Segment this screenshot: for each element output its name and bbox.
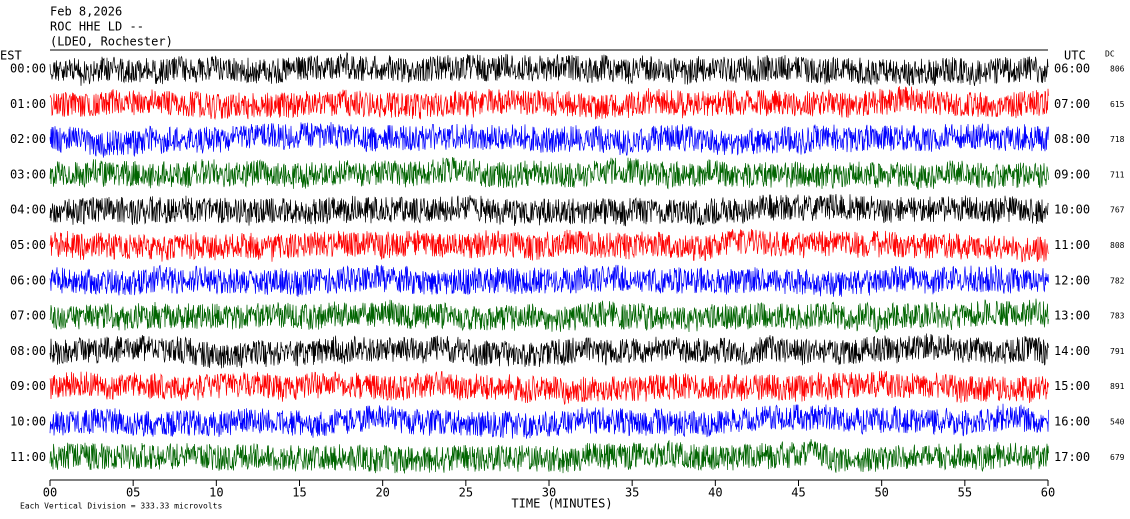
dc-value: 679 bbox=[1110, 453, 1125, 462]
x-tick-label: 45 bbox=[791, 486, 805, 500]
trace bbox=[49, 122, 1049, 158]
x-tick-label: 60 bbox=[1041, 486, 1055, 500]
est-label: 01:00 bbox=[10, 97, 46, 111]
trace bbox=[49, 228, 1049, 263]
utc-label: 14:00 bbox=[1054, 344, 1090, 358]
dc-value: 540 bbox=[1110, 418, 1125, 427]
trace bbox=[49, 333, 1049, 369]
trace bbox=[49, 403, 1049, 439]
est-label: 10:00 bbox=[10, 415, 46, 429]
x-tick-label: 25 bbox=[459, 486, 473, 500]
utc-label: 06:00 bbox=[1054, 62, 1090, 76]
est-label: 00:00 bbox=[10, 62, 46, 76]
left-axis-label: EST bbox=[0, 49, 22, 63]
trace bbox=[49, 264, 1049, 297]
trace bbox=[49, 194, 1049, 227]
est-label: 02:00 bbox=[10, 132, 46, 146]
dc-value: 806 bbox=[1110, 65, 1125, 74]
utc-label: 09:00 bbox=[1054, 167, 1090, 181]
x-tick-label: 05 bbox=[126, 486, 140, 500]
x-tick-label: 15 bbox=[292, 486, 306, 500]
est-label: 09:00 bbox=[10, 379, 46, 393]
x-tick-label: 55 bbox=[958, 486, 972, 500]
x-axis-label: TIME (MINUTES) bbox=[511, 497, 612, 511]
dc-value: 767 bbox=[1110, 206, 1125, 215]
dc-value: 783 bbox=[1110, 312, 1125, 321]
x-tick-label: 35 bbox=[625, 486, 639, 500]
dc-value: 615 bbox=[1110, 100, 1125, 109]
x-tick-label: 30 bbox=[542, 486, 556, 500]
utc-label: 07:00 bbox=[1054, 97, 1090, 111]
x-tick-label: 20 bbox=[375, 486, 389, 500]
est-label: 05:00 bbox=[10, 238, 46, 252]
trace bbox=[49, 51, 1049, 87]
utc-label: 17:00 bbox=[1054, 450, 1090, 464]
trace bbox=[49, 157, 1049, 190]
date: Feb 8,2026 bbox=[50, 5, 122, 19]
utc-label: 16:00 bbox=[1054, 415, 1090, 429]
trace bbox=[49, 370, 1049, 406]
utc-label: 12:00 bbox=[1054, 273, 1090, 287]
est-label: 07:00 bbox=[10, 309, 46, 323]
dc-label: DC bbox=[1105, 50, 1115, 59]
utc-label: 15:00 bbox=[1054, 379, 1090, 393]
dc-value: 718 bbox=[1110, 135, 1125, 144]
dc-value: 782 bbox=[1110, 276, 1125, 285]
est-label: 08:00 bbox=[10, 344, 46, 358]
est-label: 11:00 bbox=[10, 450, 46, 464]
right-axis-label: UTC bbox=[1064, 49, 1086, 63]
station: ROC HHE LD -- bbox=[50, 20, 144, 34]
trace bbox=[49, 298, 1049, 333]
utc-label: 11:00 bbox=[1054, 238, 1090, 252]
dc-value: 808 bbox=[1110, 241, 1125, 250]
est-label: 06:00 bbox=[10, 273, 46, 287]
x-tick-label: 10 bbox=[209, 486, 223, 500]
network: (LDEO, Rochester) bbox=[50, 35, 173, 49]
dc-value: 711 bbox=[1110, 170, 1125, 179]
est-label: 03:00 bbox=[10, 167, 46, 181]
est-label: 04:00 bbox=[10, 203, 46, 217]
utc-label: 08:00 bbox=[1054, 132, 1090, 146]
x-tick-label: 50 bbox=[874, 486, 888, 500]
dc-value: 891 bbox=[1110, 382, 1125, 391]
x-tick-label: 00 bbox=[43, 486, 57, 500]
utc-label: 10:00 bbox=[1054, 203, 1090, 217]
utc-label: 13:00 bbox=[1054, 309, 1090, 323]
dc-value: 791 bbox=[1110, 347, 1125, 356]
x-tick-label: 40 bbox=[708, 486, 722, 500]
trace bbox=[49, 439, 1049, 474]
trace bbox=[49, 86, 1049, 120]
footnote: Each Vertical Division = 333.33 microvol… bbox=[20, 502, 222, 511]
